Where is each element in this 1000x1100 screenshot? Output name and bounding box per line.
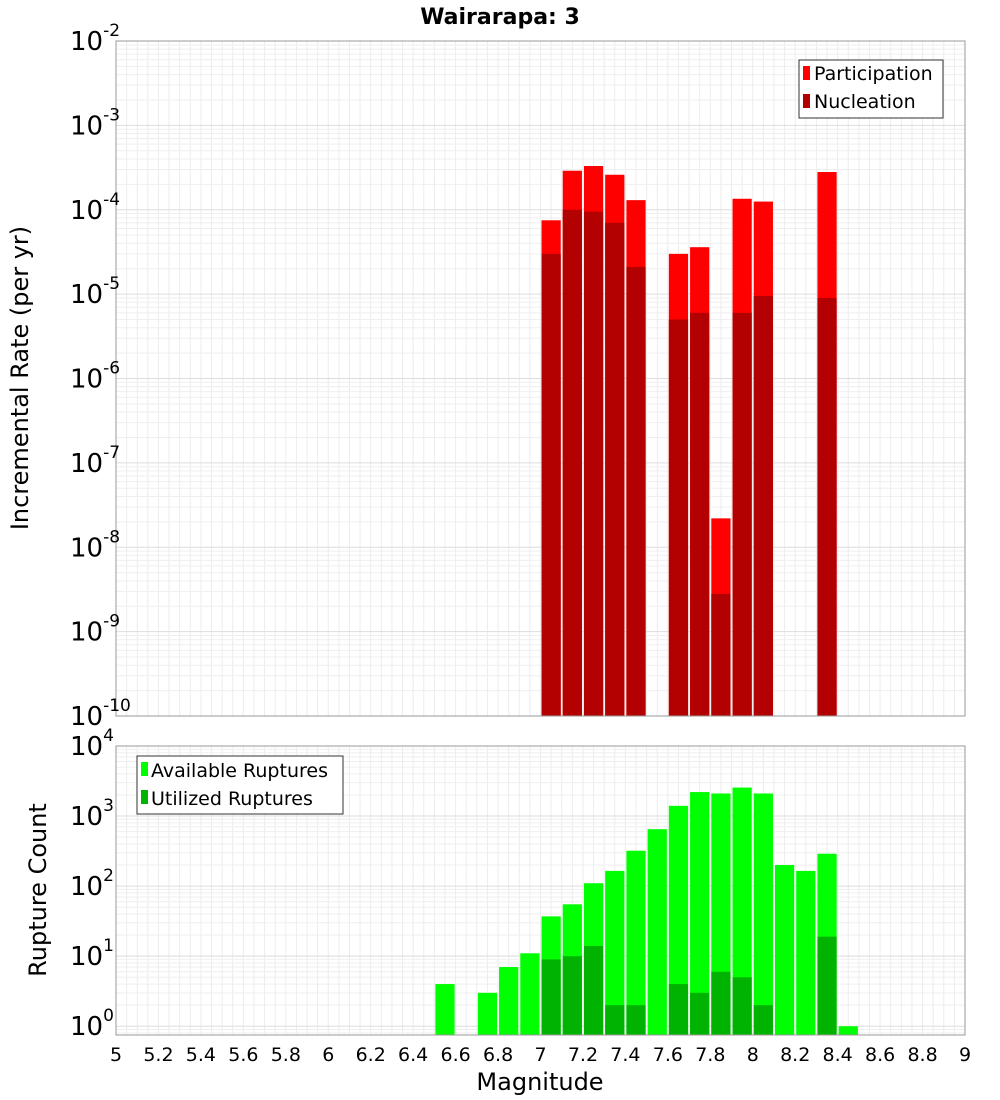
top-bar-nucleation xyxy=(753,296,773,716)
top-y-tick-label: 10-6 xyxy=(70,359,120,395)
top-bar-nucleation xyxy=(668,319,689,716)
x-tick-label: 5.8 xyxy=(271,1044,301,1066)
bottom-bar-available-ruptures xyxy=(435,984,455,1035)
top-bar-nucleation xyxy=(711,593,731,716)
top-bar-nucleation xyxy=(583,211,604,716)
bottom-bar-available-ruptures xyxy=(626,850,646,1035)
bottom-bar-available-ruptures xyxy=(690,792,710,1035)
legend-swatch-utilized xyxy=(141,790,148,804)
top-legend-box xyxy=(798,59,944,119)
top-bar-nucleation xyxy=(690,312,710,716)
legend-swatch-nucleation xyxy=(803,94,810,108)
bottom-y-tick-label: 102 xyxy=(70,866,114,902)
bottom-bar-available-ruptures xyxy=(753,793,773,1035)
top-plot-frame xyxy=(115,40,966,717)
legend-label-participation: Participation xyxy=(814,63,933,85)
x-tick-label: 8 xyxy=(747,1044,759,1066)
x-tick-label: 9 xyxy=(959,1044,971,1066)
bottom-bar-available-ruptures xyxy=(647,829,667,1035)
bottom-bar-available-ruptures xyxy=(732,787,752,1035)
bottom-bar-available-ruptures xyxy=(605,870,625,1035)
bottom-y-tick-label: 100 xyxy=(70,1006,114,1042)
bottom-legend: Available Ruptures Utilized Ruptures xyxy=(136,755,344,815)
x-tick-label: 8.8 xyxy=(907,1044,937,1066)
bottom-y-tick-labels: 104 103 102 101 100 xyxy=(70,726,114,1042)
x-tick-labels: 5 5.2 5.4 5.6 5.8 6 6.2 6.4 6.6 6.8 7 7.2 7.4 7.6 7.8 8… xyxy=(110,1044,971,1066)
top-bar-nucleation xyxy=(541,253,561,716)
top-bar-nucleation xyxy=(605,222,625,716)
bottom-bar-utilized-ruptures xyxy=(626,1005,646,1035)
bottom-bar-utilized-ruptures xyxy=(753,1005,773,1035)
bottom-bar-utilized-ruptures xyxy=(605,1005,625,1035)
x-axis-label: Magnitude xyxy=(476,1068,603,1096)
bottom-legend-box xyxy=(136,755,344,815)
bottom-bar-utilized-ruptures xyxy=(562,956,582,1035)
bottom-bar-utilized-ruptures xyxy=(817,936,837,1035)
bottom-bar-utilized-ruptures xyxy=(732,977,752,1035)
top-bar-nucleation xyxy=(562,209,582,716)
bottom-y-axis-label: Rupture Count xyxy=(24,803,52,977)
bottom-bar-available-ruptures xyxy=(499,967,519,1035)
x-tick-label: 5.2 xyxy=(143,1044,173,1066)
x-tick-label: 7.4 xyxy=(610,1044,640,1066)
bottom-y-tick-label: 103 xyxy=(70,796,114,832)
top-bar-nucleation xyxy=(817,297,837,716)
legend-swatch-available xyxy=(141,762,148,776)
legend-label-utilized: Utilized Ruptures xyxy=(151,788,313,810)
x-tick-label: 6.6 xyxy=(440,1044,470,1066)
x-tick-label: 6.2 xyxy=(356,1044,386,1066)
top-y-tick-label: 10-3 xyxy=(70,105,120,141)
bottom-bars xyxy=(435,787,858,1035)
top-y-tick-label: 10-9 xyxy=(70,612,120,648)
bottom-bar-available-ruptures xyxy=(774,865,795,1035)
legend-label-nucleation: Nucleation xyxy=(814,91,916,113)
top-y-tick-labels: 10-2 10-3 10-4 10-5 10-6 10-7 10-8 10-9 10-10 xyxy=(70,21,131,732)
bottom-plot-frame xyxy=(115,745,966,1036)
legend-swatch-participation xyxy=(803,66,810,80)
x-tick-label: 8.4 xyxy=(823,1044,853,1066)
top-grid xyxy=(116,40,965,717)
bottom-bar-utilized-ruptures xyxy=(583,945,604,1035)
top-bar-nucleation xyxy=(732,312,752,716)
x-tick-label: 7.8 xyxy=(695,1044,725,1066)
x-tick-label: 7.2 xyxy=(568,1044,598,1066)
x-tick-label: 6.4 xyxy=(398,1044,428,1066)
bottom-bar-utilized-ruptures xyxy=(690,992,710,1035)
x-tick-label: 8.6 xyxy=(865,1044,895,1066)
top-y-tick-label: 10-4 xyxy=(70,190,120,226)
top-y-tick-label: 10-7 xyxy=(70,443,120,479)
bottom-bar-utilized-ruptures xyxy=(711,971,731,1035)
bottom-bar-available-ruptures xyxy=(520,953,540,1035)
x-tick-label: 6 xyxy=(322,1044,334,1066)
top-legend: Participation Nucleation xyxy=(798,59,944,119)
chart-title: Wairarapa: 3 xyxy=(420,5,580,30)
x-tick-label: 5.4 xyxy=(186,1044,216,1066)
bottom-bar-utilized-ruptures xyxy=(541,959,561,1035)
bottom-bar-available-ruptures xyxy=(796,870,816,1035)
bottom-bar-utilized-ruptures xyxy=(668,984,689,1035)
legend-label-available: Available Ruptures xyxy=(151,760,328,782)
top-y-tick-label: 10-5 xyxy=(70,274,120,310)
top-y-tick-label: 10-10 xyxy=(70,696,131,732)
top-y-tick-label: 10-8 xyxy=(70,527,120,563)
bottom-bar-available-ruptures xyxy=(477,992,498,1035)
bottom-bar-available-ruptures xyxy=(668,805,689,1035)
top-bar-nucleation xyxy=(626,266,646,716)
top-bars xyxy=(541,166,837,717)
x-tick-label: 5 xyxy=(110,1044,122,1066)
bottom-y-tick-label: 101 xyxy=(70,936,114,972)
bottom-bar-available-ruptures xyxy=(838,1026,858,1035)
x-tick-label: 7.6 xyxy=(653,1044,683,1066)
top-y-axis-label: Incremental Rate (per yr) xyxy=(6,226,34,530)
x-tick-label: 7 xyxy=(534,1044,546,1066)
x-tick-label: 8.2 xyxy=(780,1044,810,1066)
bottom-y-tick-label: 104 xyxy=(70,726,114,762)
x-tick-label: 5.6 xyxy=(228,1044,258,1066)
x-tick-label: 6.8 xyxy=(483,1044,513,1066)
top-y-tick-label: 10-2 xyxy=(70,21,120,57)
